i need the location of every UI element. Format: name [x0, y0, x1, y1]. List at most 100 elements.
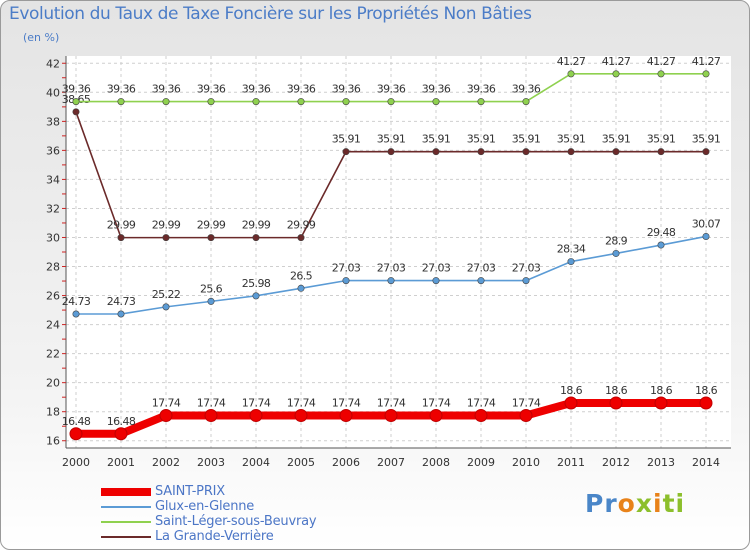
data-label: 25.22 [152, 288, 181, 301]
chart-title: Evolution du Taux de Taxe Foncière sur l… [9, 4, 532, 24]
legend-swatch [101, 488, 151, 496]
y-tick-label: 20 [46, 377, 60, 390]
data-label: 17.74 [332, 396, 361, 409]
data-label: 27.03 [422, 262, 451, 275]
logo-part: ti [662, 489, 686, 518]
data-point [387, 277, 395, 285]
x-tick-label: 2005 [287, 456, 315, 469]
data-label: 35.91 [647, 133, 676, 146]
data-point [432, 148, 440, 156]
data-label: 35.91 [332, 133, 361, 146]
data-point [477, 277, 485, 285]
data-label: 39.36 [467, 83, 496, 96]
y-tick-label: 42 [46, 57, 60, 70]
legend-item: SAINT-PRIX [101, 484, 361, 500]
y-tick-label: 30 [46, 231, 60, 244]
data-label: 29.99 [197, 219, 226, 232]
data-point [72, 310, 80, 318]
data-point [72, 108, 80, 116]
x-tick-label: 2010 [512, 456, 540, 469]
legend: SAINT-PRIX Glux-en-Glenne Saint-Léger-sous… [101, 484, 361, 545]
logo-part: i [652, 489, 663, 518]
data-label: 39.36 [242, 83, 271, 96]
unit-label: (en %) [23, 31, 60, 44]
data-label: 35.91 [467, 133, 496, 146]
data-point [72, 98, 80, 106]
data-point [612, 249, 620, 257]
data-point [654, 396, 668, 410]
data-label: 24.73 [62, 295, 91, 308]
data-label: 29.99 [242, 219, 271, 232]
data-point [69, 427, 83, 441]
data-point [522, 98, 530, 106]
plot-area [66, 56, 731, 448]
data-label: 35.91 [512, 133, 541, 146]
data-label: 17.74 [422, 396, 451, 409]
data-label: 27.03 [332, 262, 361, 275]
data-label: 41.27 [602, 55, 631, 68]
data-point [114, 427, 128, 441]
data-label: 28.9 [605, 234, 628, 247]
data-label: 35.91 [422, 133, 451, 146]
series-la-grande-verri-re: 38.6529.9929.9929.9929.9929.9935.9135.91… [62, 93, 721, 242]
data-label: 17.74 [287, 396, 316, 409]
data-label: 39.36 [62, 83, 91, 96]
legend-item: La Grande-Verrière [101, 529, 361, 545]
data-label: 18.6 [650, 384, 673, 397]
data-label: 25.98 [242, 277, 271, 290]
data-point [387, 98, 395, 106]
data-point [204, 408, 218, 422]
data-point [567, 70, 575, 78]
data-point [432, 98, 440, 106]
data-point [162, 98, 170, 106]
data-point [249, 408, 263, 422]
data-point [252, 234, 260, 242]
data-label: 35.91 [692, 133, 721, 146]
data-point [567, 258, 575, 266]
data-point [522, 148, 530, 156]
data-point [477, 98, 485, 106]
data-point [162, 303, 170, 311]
legend-item: Saint-Léger-sous-Beuvray [101, 514, 361, 530]
data-label: 39.36 [287, 83, 316, 96]
x-tick-label: 2003 [197, 456, 225, 469]
y-tick-label: 22 [46, 348, 60, 361]
logo-part: Pr [585, 489, 618, 518]
series-saint-prix: 16.48 16.48 17.74 17.74 17.74 17.74 17.74 17.74… [62, 384, 718, 441]
data-point [207, 98, 215, 106]
data-label: 39.36 [512, 83, 541, 96]
x-tick-label: 2004 [242, 456, 270, 469]
data-point [162, 234, 170, 242]
data-label: 29.99 [107, 219, 136, 232]
data-point [252, 98, 260, 106]
data-label: 18.6 [560, 384, 583, 397]
data-point [519, 408, 533, 422]
data-point [657, 241, 665, 249]
data-point [117, 234, 125, 242]
series-glux-en-glenne: 24.73 24.73 25.22 25.6 25.98 26.5 27.03 27.03 27… [62, 217, 721, 318]
data-point [657, 148, 665, 156]
data-point [117, 98, 125, 106]
series-saint-l-ger-sous-beuvray: 39.36 39.36 39.36 39.36 39.36 39.36 39.36 39.36… [62, 55, 721, 106]
data-label: 16.48 [107, 415, 136, 428]
data-point [702, 70, 710, 78]
x-tick-label: 2014 [692, 456, 720, 469]
legend-swatch [101, 506, 151, 508]
data-label: 18.6 [605, 384, 628, 397]
data-label: 29.99 [287, 219, 316, 232]
legend-swatch [101, 521, 151, 523]
data-point [474, 408, 488, 422]
y-tick-label: 28 [46, 261, 60, 274]
y-tick-label: 40 [46, 86, 60, 99]
y-tick-label: 16 [46, 435, 60, 448]
data-point [294, 408, 308, 422]
data-label: 39.36 [377, 83, 406, 96]
data-label: 17.74 [197, 396, 226, 409]
legend-label: La Grande-Verrière [155, 529, 274, 544]
data-label: 29.48 [647, 226, 676, 239]
data-point [297, 284, 305, 292]
x-tick-label: 2008 [422, 456, 450, 469]
data-label: 27.03 [467, 262, 496, 275]
data-point [207, 297, 215, 305]
